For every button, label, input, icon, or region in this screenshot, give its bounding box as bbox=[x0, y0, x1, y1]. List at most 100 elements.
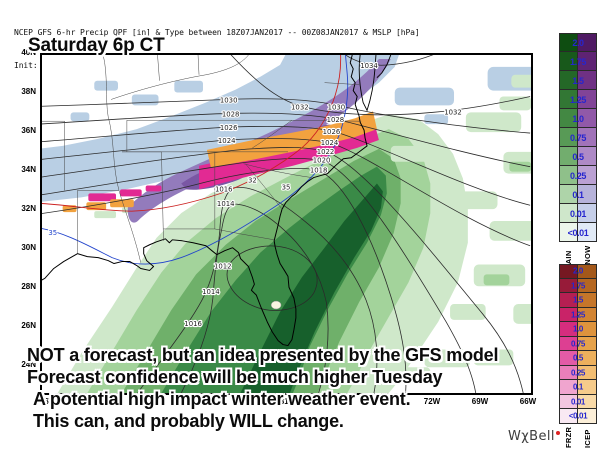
lon-label: 87W bbox=[183, 397, 201, 406]
scale-value: 0.5 bbox=[573, 353, 583, 363]
rain-swatch bbox=[559, 71, 578, 90]
lon-label: 75W bbox=[375, 397, 393, 406]
colorbar-row: <0.01 bbox=[559, 409, 597, 424]
contour-label: 1014 bbox=[202, 288, 220, 296]
colorbar-row: 0.25 bbox=[559, 365, 597, 380]
lat-label: 26N bbox=[21, 321, 36, 330]
lon-label: 66W bbox=[519, 397, 537, 406]
contour-label: 1022 bbox=[317, 148, 335, 156]
icep-swatch bbox=[578, 336, 597, 351]
colorbar-row: 0.5 bbox=[559, 351, 597, 366]
weatherbell-logo-text: WχBell bbox=[508, 429, 555, 444]
lon-label: 93W bbox=[87, 397, 105, 406]
frzr-swatch bbox=[559, 307, 578, 322]
contour-label: 1018 bbox=[310, 167, 328, 175]
logo-dot-icon bbox=[555, 430, 560, 435]
icep-swatch bbox=[578, 293, 597, 308]
rain-shading bbox=[57, 74, 531, 393]
contour-label: 1034 bbox=[360, 62, 378, 70]
contour-labels: 1034 1032 1032 1030 1028 1026 1024 1030 … bbox=[47, 61, 463, 329]
scale-value: 0.01 bbox=[571, 397, 585, 407]
contour-label: 1026 bbox=[220, 124, 238, 132]
temp-line-label: 35 bbox=[282, 183, 291, 191]
rain-swatch bbox=[559, 52, 578, 71]
contour-label: 1016 bbox=[184, 320, 202, 328]
frzr-swatch bbox=[559, 278, 578, 293]
scale-value: 0.01 bbox=[570, 208, 586, 219]
scale-value: 0.25 bbox=[570, 170, 586, 181]
colorbar-row: <0.01 bbox=[559, 223, 597, 242]
colorbar-row: 0.25 bbox=[559, 166, 597, 185]
scale-value: 1.25 bbox=[570, 94, 586, 105]
colorbar-row: 1.0 bbox=[559, 322, 597, 337]
contour-label: 1028 bbox=[222, 110, 240, 118]
frzr-swatch bbox=[559, 409, 578, 424]
icep-swatch bbox=[578, 322, 597, 337]
lon-label: 78W bbox=[327, 397, 345, 406]
contour-label: 1020 bbox=[313, 157, 331, 165]
colorbar-row: 0.1 bbox=[559, 380, 597, 395]
colorbar-row: 1.0 bbox=[559, 109, 597, 128]
contour-label: 1030 bbox=[328, 103, 346, 111]
rain-snow-colorbar: 2.0 1.75 1.5 1.25 1.0 0.75 0.5 0.25 0.1 … bbox=[559, 33, 597, 242]
scale-value: 2.0 bbox=[572, 37, 584, 48]
scale-value: 0.75 bbox=[570, 132, 586, 143]
snow-swatch bbox=[578, 71, 597, 90]
snow-swatch bbox=[578, 147, 597, 166]
colorbar-row: 0.5 bbox=[559, 147, 597, 166]
temp-line-35f bbox=[42, 55, 349, 265]
pressure-contours bbox=[42, 55, 531, 393]
colorbar-row: 1.75 bbox=[559, 52, 597, 71]
contour-label: 1014 bbox=[217, 200, 235, 208]
snow-swatch bbox=[578, 128, 597, 147]
colorbar-row: 0.1 bbox=[559, 185, 597, 204]
state-borders bbox=[42, 55, 362, 263]
icep-swatch bbox=[578, 380, 597, 395]
contour-label: 1032 bbox=[291, 103, 309, 111]
colorbar-row: 0.75 bbox=[559, 336, 597, 351]
lat-label: 24N bbox=[21, 360, 36, 369]
lon-label: 96W bbox=[39, 397, 57, 406]
snow-swatch bbox=[578, 109, 597, 128]
lat-label: 38N bbox=[21, 87, 36, 96]
rain-swatch bbox=[559, 204, 578, 223]
rain-swatch bbox=[559, 33, 578, 52]
frzr-icep-colorbar: 2.0 1.75 1.5 1.25 1.0 0.75 0.5 0.25 0.1 … bbox=[559, 264, 597, 424]
frzr-swatch bbox=[559, 351, 578, 366]
lon-label: 90W bbox=[135, 397, 153, 406]
frzr-swatch bbox=[559, 336, 578, 351]
icep-caption: ICEP bbox=[583, 429, 592, 448]
colorbar-row: 1.5 bbox=[559, 71, 597, 90]
contour-label: 1030 bbox=[220, 96, 238, 104]
scale-value: <0.01 bbox=[567, 227, 589, 238]
snow-swatch bbox=[578, 166, 597, 185]
frzr-caption: FRZR bbox=[564, 426, 573, 448]
colorbar-row: 1.75 bbox=[559, 278, 597, 293]
frzr-swatch bbox=[559, 322, 578, 337]
icep-swatch bbox=[578, 409, 597, 424]
scale-value: 0.1 bbox=[573, 382, 583, 392]
contour-label: 1026 bbox=[323, 128, 341, 136]
valid-time-overlay: Saturday 6p CT bbox=[28, 35, 165, 56]
contour-label: 1012 bbox=[214, 262, 232, 270]
scale-value: 1.0 bbox=[572, 113, 584, 124]
note-line-3: A potential high impact winter weather e… bbox=[33, 389, 411, 409]
weather-map-svg: 1034 1032 1032 1030 1028 1026 1024 1030 … bbox=[42, 55, 531, 393]
rain-swatch bbox=[559, 185, 578, 204]
scale-value: 2.0 bbox=[573, 266, 583, 276]
contour-label: 1028 bbox=[327, 116, 345, 124]
scale-value: 1.75 bbox=[570, 56, 586, 67]
icep-swatch bbox=[578, 394, 597, 409]
colorbar-row: 1.25 bbox=[559, 90, 597, 109]
icep-swatch bbox=[578, 365, 597, 380]
icep-swatch bbox=[578, 264, 597, 279]
scale-value: 0.5 bbox=[572, 151, 584, 162]
scale-value: 1.25 bbox=[571, 310, 585, 320]
delmarva-coast bbox=[358, 55, 392, 112]
scale-value: 0.25 bbox=[571, 368, 585, 378]
colorbar-row: 0.75 bbox=[559, 128, 597, 147]
frzr-swatch bbox=[559, 380, 578, 395]
contour-label: 1016 bbox=[215, 185, 233, 193]
colorbar-row: 2.0 bbox=[559, 264, 597, 279]
